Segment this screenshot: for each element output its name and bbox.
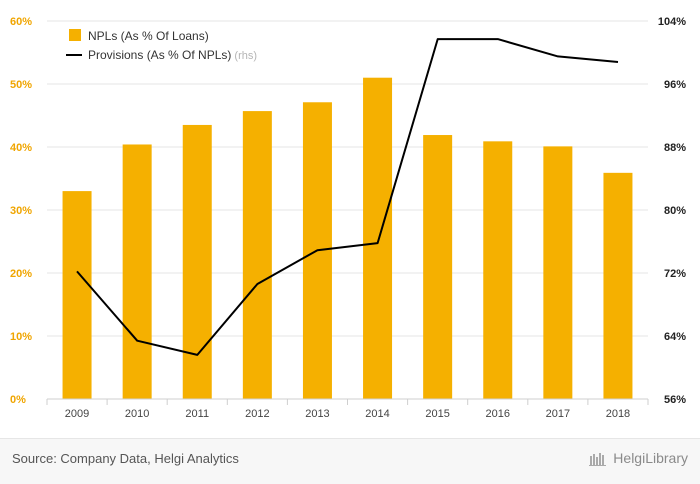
brand-logo: HelgiLibrary: [589, 450, 688, 466]
x-tick-label: 2009: [65, 408, 89, 420]
legend-label-provisions: Provisions (As % Of NPLs) (rhs): [88, 48, 257, 62]
legend-label-npl: NPLs (As % Of Loans): [88, 29, 209, 43]
y-left-tick-label: 30%: [10, 205, 32, 217]
y-right-tick-label: 104%: [658, 16, 686, 28]
bar-npl: [182, 124, 212, 399]
y-right-tick-label: 56%: [664, 394, 686, 406]
legend-swatch-npl: [69, 29, 81, 41]
x-tick-label: 2014: [365, 408, 389, 420]
x-tick-label: 2015: [425, 408, 449, 420]
bar-npl: [363, 77, 393, 399]
bar-npl: [423, 135, 453, 399]
bar-npl: [483, 141, 513, 399]
y-left-tick-label: 40%: [10, 142, 32, 154]
x-tick-label: 2011: [185, 408, 209, 420]
y-right-tick-label: 80%: [664, 205, 686, 217]
source-note: Source: Company Data, Helgi Analytics: [12, 451, 239, 466]
x-tick-label: 2012: [245, 408, 269, 420]
x-tick-label: 2010: [125, 408, 149, 420]
y-right-tick-label: 96%: [664, 79, 686, 91]
bar-npl: [122, 144, 152, 399]
y-left-tick-label: 10%: [10, 331, 32, 343]
x-tick-label: 2018: [606, 408, 630, 420]
x-tick-label: 2017: [546, 408, 570, 420]
y-right-tick-label: 64%: [664, 331, 686, 343]
bar-npl: [242, 111, 272, 399]
bar-npl: [603, 172, 633, 399]
bar-npl: [62, 191, 92, 399]
bar-npl: [543, 146, 573, 399]
y-left-tick-label: 20%: [10, 268, 32, 280]
library-icon: [589, 453, 607, 466]
y-left-tick-label: 60%: [10, 16, 32, 28]
brand-name: HelgiLibrary: [613, 450, 688, 466]
y-left-tick-label: 50%: [10, 79, 32, 91]
line-provisions: [76, 38, 619, 356]
y-right-tick-label: 72%: [664, 268, 686, 280]
footer: Source: Company Data, Helgi Analytics He…: [0, 438, 700, 484]
legend-rhs-suffix: (rhs): [231, 50, 257, 62]
x-tick-label: 2013: [305, 408, 329, 420]
y-left-tick-label: 0%: [10, 394, 26, 406]
y-right-tick-label: 88%: [664, 142, 686, 154]
x-tick-label: 2016: [486, 408, 510, 420]
